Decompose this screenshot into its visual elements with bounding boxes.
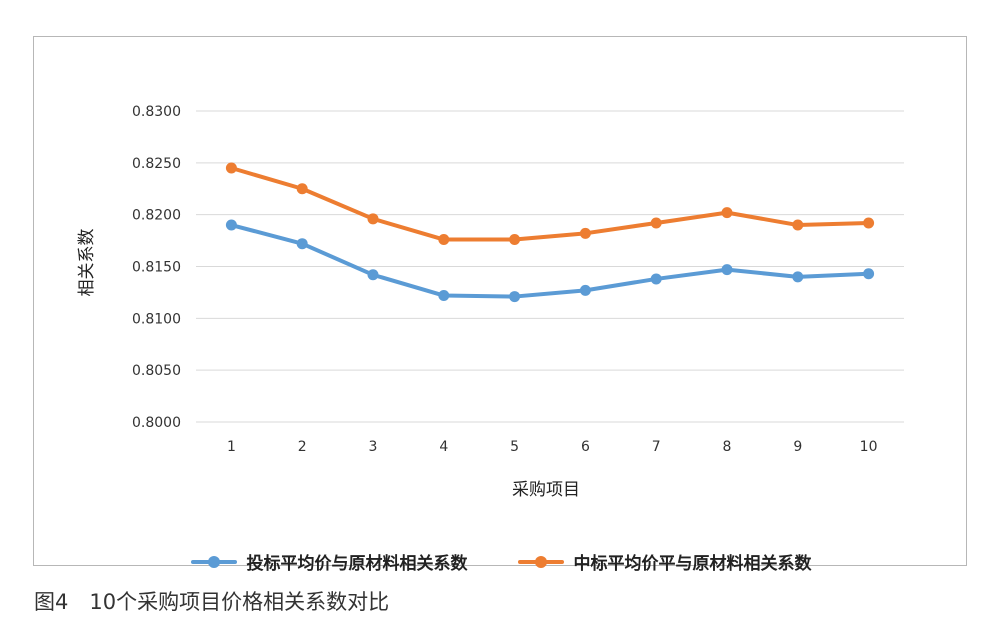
series-1-point xyxy=(509,291,521,303)
x-axis-title: 采购项目 xyxy=(512,480,580,500)
series-1-point xyxy=(721,264,733,276)
x-tick-label: 6 xyxy=(581,439,590,455)
series-2-point xyxy=(650,217,662,229)
x-tick-label: 3 xyxy=(369,439,378,455)
line-chart: 0.8000 0.8050 0.8100 0.8150 0.8200 0.8250 0.83… xyxy=(77,104,904,500)
y-tick-label: 0.8200 xyxy=(132,208,181,224)
series-1-point xyxy=(579,284,591,296)
x-tick-label: 5 xyxy=(510,439,519,455)
y-tick-label: 0.8250 xyxy=(132,156,181,172)
y-tick-label: 0.8000 xyxy=(132,415,181,431)
series-1-point xyxy=(296,238,308,250)
series-2-point xyxy=(367,213,379,225)
x-tick-label: 9 xyxy=(793,439,802,455)
x-tick-label: 10 xyxy=(860,439,878,455)
series-2-point xyxy=(438,234,450,246)
series-1-point xyxy=(438,290,450,302)
series-1-point xyxy=(225,219,237,231)
x-tick-label: 1 xyxy=(227,439,236,455)
x-tick-label: 4 xyxy=(439,439,448,455)
y-tick-label: 0.8300 xyxy=(132,104,181,120)
series-2-point xyxy=(863,217,875,229)
series-line-2 xyxy=(229,166,871,242)
y-tick-label: 0.8100 xyxy=(132,311,181,327)
y-tick-label: 0.8050 xyxy=(132,363,181,379)
series-2-point xyxy=(296,183,308,195)
series-2-point xyxy=(792,219,804,231)
series-1-point xyxy=(863,268,875,280)
x-tick-label: 2 xyxy=(298,439,307,455)
series-2-point xyxy=(225,162,237,174)
y-axis-title: 相关系数 xyxy=(77,229,97,297)
series-2-point xyxy=(509,234,521,246)
legend-swatch-bid xyxy=(190,555,237,568)
legend-label-bid: 投标平均价与原材料相关系数 xyxy=(246,554,468,574)
legend-item-bid: 投标平均价与原材料相关系数 xyxy=(190,549,468,574)
legend-item-winning: 中标平均价平与原材料相关系数 xyxy=(517,549,812,574)
legend-swatch-winning xyxy=(517,555,564,568)
series-1-point xyxy=(650,273,662,285)
series-2-point xyxy=(721,207,733,219)
chart-frame: 0.8000 0.8050 0.8100 0.8150 0.8200 0.8250 0.83… xyxy=(33,36,967,574)
figure-caption: 图4 10个采购项目价格相关系数对比 xyxy=(34,590,390,614)
legend-label-winning: 中标平均价平与原材料相关系数 xyxy=(573,554,812,574)
series-line-1 xyxy=(229,223,871,299)
series-1-point xyxy=(792,271,804,283)
x-tick-label: 7 xyxy=(652,439,661,455)
x-tick-label: 8 xyxy=(723,439,732,455)
series-2-point xyxy=(579,227,591,239)
y-tick-label: 0.8150 xyxy=(132,260,181,276)
legend: 投标平均价与原材料相关系数 中标平均价平与原材料相关系数 xyxy=(34,549,968,574)
series-1-point xyxy=(367,269,379,281)
